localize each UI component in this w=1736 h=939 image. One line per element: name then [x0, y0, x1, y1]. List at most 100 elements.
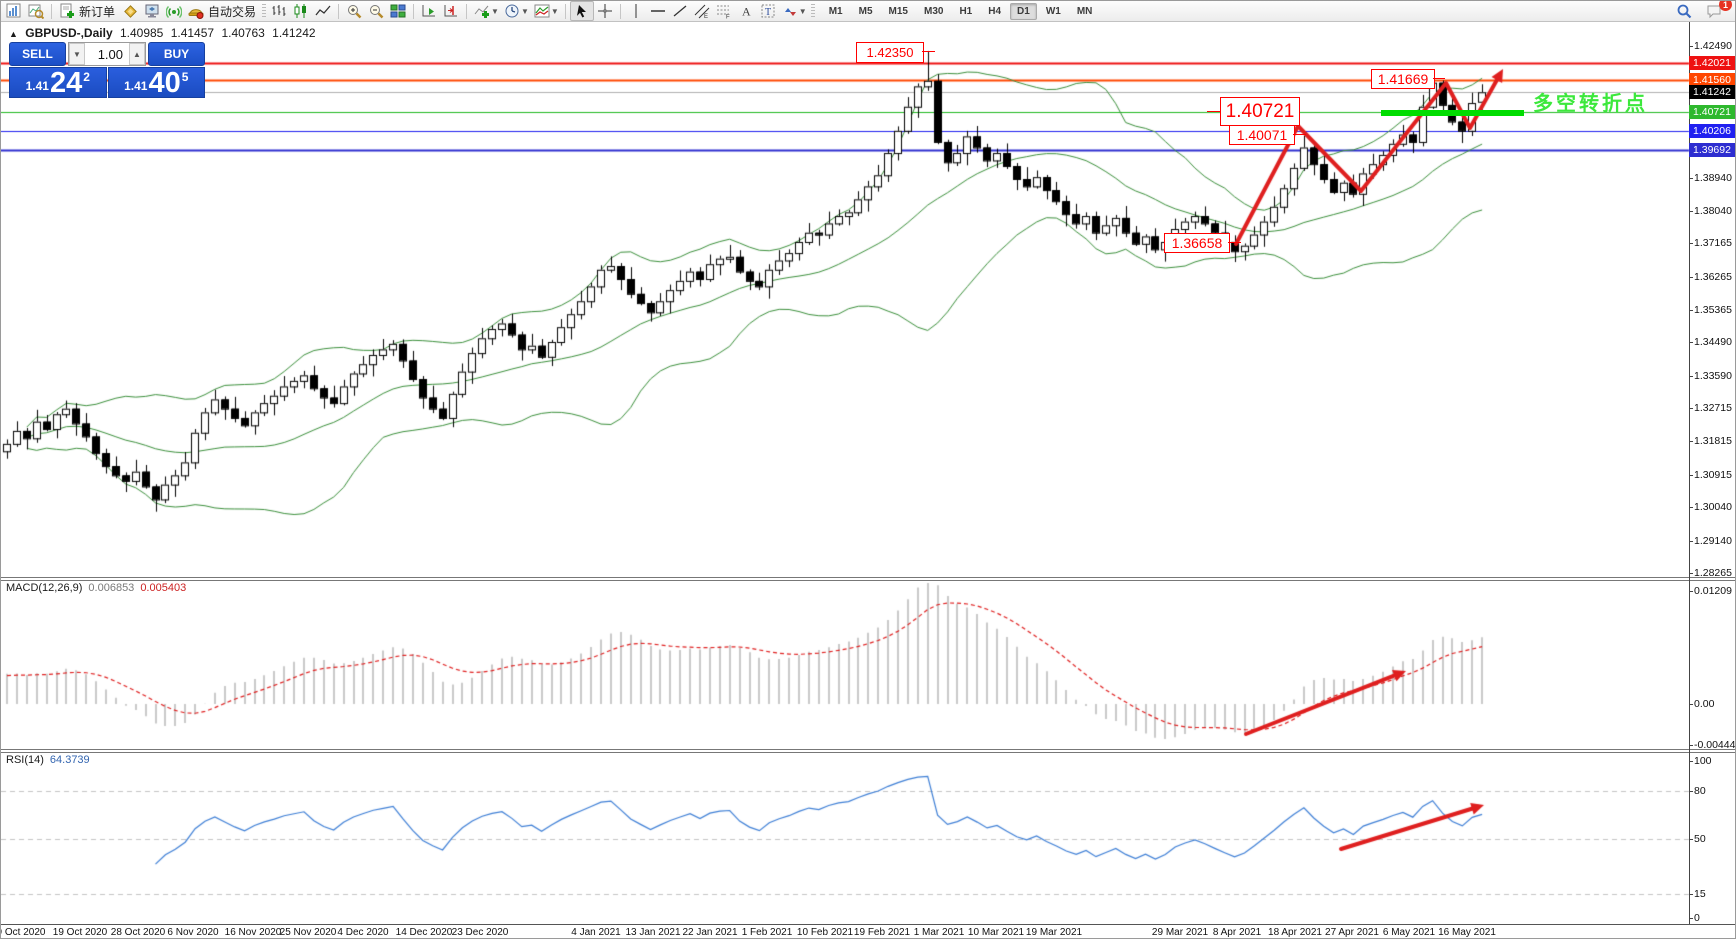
vertical-line-tool-icon[interactable]: [625, 2, 647, 20]
price-annotation-label[interactable]: 1.42350: [856, 42, 924, 63]
fibonacci-tool-icon[interactable]: F: [713, 2, 735, 20]
date-label: 19 Mar 2021: [1025, 927, 1083, 938]
chart-shift-icon[interactable]: [440, 2, 462, 20]
date-label: 6 May 2021: [1382, 927, 1436, 938]
horizontal-line-tool-icon[interactable]: [647, 2, 669, 20]
pivot-annotation-text[interactable]: 多空转折点: [1533, 93, 1648, 115]
price-tick: 1.30915: [1689, 468, 1732, 481]
timeframe-button-h1[interactable]: H1: [959, 5, 973, 17]
main-macd-separator[interactable]: [1, 577, 1735, 581]
text-tool-icon[interactable]: A: [735, 2, 757, 20]
arrows-caret-icon[interactable]: ▼: [798, 6, 807, 16]
annotation-callout-line: [1293, 134, 1306, 135]
new-order-icon[interactable]: [56, 2, 78, 20]
rsi-tick: 80: [1689, 784, 1706, 797]
rsi-tick: 0: [1689, 912, 1700, 924]
zoom-out-icon[interactable]: [365, 2, 387, 20]
templates-caret-icon[interactable]: ▼: [550, 6, 559, 16]
rsi-tick: 50: [1689, 832, 1706, 845]
templates-icon[interactable]: [531, 2, 553, 20]
autotrading-icon[interactable]: [185, 2, 207, 20]
bar-chart-type-icon[interactable]: [268, 2, 290, 20]
sell-price-display[interactable]: 1.41 24 2: [9, 67, 107, 98]
auto-scroll-icon[interactable]: [418, 2, 440, 20]
volume-increase-button[interactable]: ▲: [129, 43, 145, 65]
signals-icon[interactable]: [163, 2, 185, 20]
new-order-label[interactable]: 新订单: [79, 4, 116, 19]
timeframe-button-d1[interactable]: D1: [1010, 2, 1037, 20]
price-level-badge: 1.40206: [1689, 123, 1735, 138]
price-tick: 1.38040: [1689, 204, 1732, 217]
date-label: 28 Oct 2020: [110, 927, 166, 938]
indicators-caret-icon[interactable]: ▼: [491, 6, 499, 16]
price-annotation-label[interactable]: 1.40721: [1220, 97, 1300, 126]
macd-rsi-separator[interactable]: [1, 749, 1735, 753]
macd-label-row: MACD(12,26,9) 0.006853 0.005403: [6, 582, 186, 594]
periods-caret-icon[interactable]: ▼: [520, 6, 529, 16]
date-label: 27 Apr 2021: [1325, 927, 1379, 938]
time-axis-border: [1, 924, 1735, 925]
ohlc-high: 1.41457: [170, 26, 215, 40]
date-label: 22 Jan 2021: [682, 927, 738, 938]
tile-windows-icon[interactable]: [387, 2, 409, 20]
trendline-tool-icon[interactable]: [669, 2, 691, 20]
rsi-name: RSI(14): [6, 754, 44, 766]
equidistant-channel-tool-icon[interactable]: E: [691, 2, 713, 20]
arrows-tool-icon[interactable]: [779, 2, 801, 20]
timeframe-button-m30[interactable]: M30: [923, 5, 944, 17]
annotation-callout-line: [1228, 242, 1241, 243]
expert-advisors-icon[interactable]: [141, 2, 163, 20]
volume-decrease-button[interactable]: ▼: [69, 43, 85, 65]
rsi-label-row: RSI(14) 64.3739: [6, 754, 90, 766]
volume-input[interactable]: 1.00: [97, 46, 123, 62]
search-icon[interactable]: [1673, 2, 1695, 20]
metaeditor-icon[interactable]: [119, 2, 141, 20]
price-annotation-label[interactable]: 1.40071: [1229, 125, 1295, 145]
timeframe-button-w1[interactable]: W1: [1045, 5, 1061, 17]
zoom-in-icon[interactable]: [343, 2, 365, 20]
toolbar: 新订单 自动交易 ▼ ▼ ▼ E F A T ▼: [1, 1, 1735, 22]
cursor-icon[interactable]: [569, 1, 594, 21]
timeframe-button-m15[interactable]: M15: [888, 5, 908, 17]
chart-profiles-icon[interactable]: [25, 2, 47, 20]
ohlc-close: 1.41242: [272, 26, 316, 40]
notifications-icon[interactable]: 1: [1703, 1, 1732, 20]
pivot-highlight-bar[interactable]: [1381, 110, 1524, 116]
candlestick-chart-type-icon[interactable]: [290, 2, 312, 20]
annotation-callout-line: [922, 51, 935, 52]
chart-title: ▲ GBPUSD-,Daily 1.40985 1.41457 1.40763 …: [9, 26, 320, 40]
buy-button[interactable]: BUY: [148, 42, 205, 66]
crosshair-icon[interactable]: [594, 2, 616, 20]
price-tick: 1.32715: [1689, 402, 1732, 415]
new-chart-icon[interactable]: [3, 2, 25, 20]
indicators-icon[interactable]: [471, 2, 493, 20]
line-chart-type-icon[interactable]: [312, 2, 334, 20]
timeframe-button-m1[interactable]: M1: [828, 5, 843, 17]
date-label: 8 Apr 2021: [1212, 927, 1262, 938]
price-tick: 1.42490: [1689, 40, 1732, 52]
price-tick: 1.34490: [1689, 336, 1732, 349]
price-annotation-label[interactable]: 1.41669: [1371, 69, 1435, 89]
panel-collapse-arrow[interactable]: ▲: [9, 29, 18, 39]
periods-icon[interactable]: [501, 2, 523, 20]
sell-price-big: 24: [49, 67, 83, 99]
ohlc-open: 1.40985: [119, 26, 164, 40]
date-label: 10 Feb 2021: [796, 927, 854, 938]
date-label: 9 Oct 2020: [0, 927, 46, 938]
timeframe-button-h4[interactable]: H4: [988, 5, 1002, 17]
sell-button[interactable]: SELL: [9, 42, 66, 66]
timeframe-button-mn[interactable]: MN: [1076, 5, 1093, 17]
timeframe-button-m5[interactable]: M5: [858, 5, 873, 17]
price-annotation-label[interactable]: 1.36658: [1164, 233, 1230, 253]
price-tick: 1.30040: [1689, 501, 1732, 514]
price-level-badge: 1.41560: [1689, 73, 1735, 88]
buy-price-display[interactable]: 1.41 40 5: [107, 67, 205, 98]
svg-text:T: T: [765, 7, 771, 18]
price-axis-border: [1689, 22, 1690, 924]
macd-tick: 0.01209: [1689, 585, 1732, 598]
autotrading-label[interactable]: 自动交易: [208, 4, 257, 19]
text-label-tool-icon[interactable]: T: [757, 2, 779, 20]
rsi-tick: 100: [1689, 755, 1712, 767]
buy-price-small: 1.41: [124, 79, 148, 93]
